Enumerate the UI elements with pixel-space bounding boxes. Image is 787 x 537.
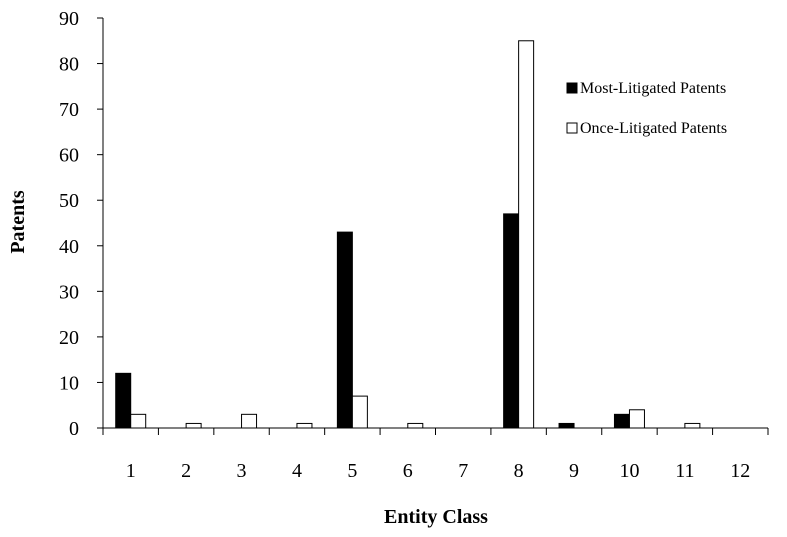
y-axis: 0 10 20 30 40 50 60 70 80 90 [59, 8, 104, 440]
most-litigated-bar [558, 422, 575, 429]
x-tick-label: 11 [675, 460, 694, 482]
once-litigated-bar [407, 422, 424, 429]
once-litigated-bar [296, 422, 313, 429]
once-litigated-bar [684, 422, 701, 429]
x-tick-label: 4 [292, 460, 302, 482]
y-tick-label: 50 [59, 190, 79, 212]
y-tick-label: 80 [59, 54, 79, 76]
most-litigated-bar [115, 372, 132, 429]
y-tick-label: 60 [59, 145, 79, 167]
y-axis-title: Patents [7, 190, 29, 254]
once-litigated-bar [518, 40, 535, 429]
y-tick-label: 10 [59, 372, 79, 394]
once-litigated-bar [628, 409, 645, 429]
most-litigated-bar [336, 231, 353, 429]
legend-swatch [566, 122, 578, 134]
x-tick-label: 8 [514, 460, 524, 482]
most-litigated-bar [503, 213, 520, 429]
once-litigated-bar [241, 413, 258, 429]
x-tick-label: 3 [237, 460, 247, 482]
x-tick-label: 12 [730, 460, 750, 482]
bars [115, 40, 701, 429]
legend-label: Most-Litigated Patents [580, 80, 726, 97]
x-tick-label: 1 [126, 460, 136, 482]
y-tick-label: 30 [59, 281, 79, 303]
y-tick-label: 0 [69, 418, 79, 440]
y-tick-label: 90 [59, 8, 79, 30]
once-litigated-bar [351, 395, 368, 429]
once-litigated-bar [130, 413, 147, 429]
legend-swatch [566, 82, 578, 94]
legend: Most-Litigated Patents Once-Litigated Pat… [566, 80, 727, 137]
once-litigated-bar [185, 422, 202, 429]
x-tick-label: 6 [403, 460, 413, 482]
y-tick-label: 20 [59, 327, 79, 349]
x-tick-label: 5 [347, 460, 357, 482]
x-tick-label: 10 [619, 460, 639, 482]
x-tick-label: 7 [458, 460, 468, 482]
x-axis: 1 2 3 4 5 6 7 8 9 10 11 12 [102, 427, 769, 482]
x-axis-title: Entity Class [384, 506, 488, 528]
legend-label: Once-Litigated Patents [580, 120, 727, 137]
y-tick-label: 70 [59, 99, 79, 121]
x-tick-label: 2 [181, 460, 191, 482]
most-litigated-bar [613, 413, 630, 429]
x-tick-label: 9 [569, 460, 579, 482]
y-tick-label: 40 [59, 236, 79, 258]
